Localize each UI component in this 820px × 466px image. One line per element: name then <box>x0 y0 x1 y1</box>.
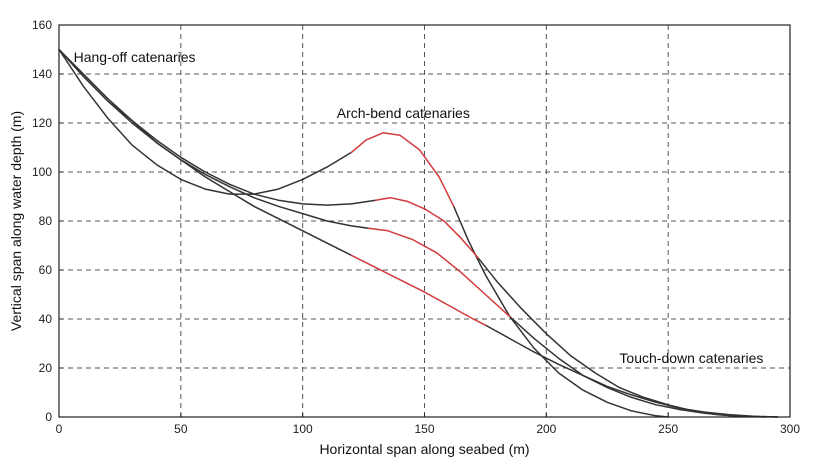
x-tick-label: 300 <box>780 422 800 436</box>
annotation-label: Arch-bend catenaries <box>337 105 470 121</box>
annotation-label: Hang-off catenaries <box>74 49 196 65</box>
y-tick-label: 60 <box>39 263 53 277</box>
x-tick-label: 200 <box>536 422 556 436</box>
grid-lines <box>59 25 790 417</box>
y-tick-label: 120 <box>32 116 52 130</box>
x-tick-label: 150 <box>414 422 434 436</box>
y-tick-labels: 0 20 40 60 80 100 120 140 160 <box>32 18 63 424</box>
hang-segment <box>58 48 353 195</box>
series-lines <box>58 48 779 418</box>
y-tick-label: 140 <box>32 67 52 81</box>
x-tick-label: 100 <box>293 422 313 436</box>
y-tick-label: 100 <box>32 165 52 179</box>
x-tick-label: 250 <box>658 422 678 436</box>
annotation-label: Touch-down catenaries <box>619 350 763 366</box>
touch-segment <box>509 315 779 418</box>
catenary-line-4 <box>58 48 779 418</box>
catenary-line-1 <box>58 48 669 418</box>
x-tick-label: 0 <box>56 422 63 436</box>
y-tick-label: 80 <box>39 214 53 228</box>
annotations: Hang-off catenaries Arch-bend catenaries T… <box>74 49 764 366</box>
arch-segment <box>367 227 511 318</box>
x-tick-label: 50 <box>174 422 188 436</box>
arch-segment <box>350 132 455 208</box>
y-tick-label: 0 <box>45 410 52 424</box>
hang-segment <box>58 48 377 206</box>
y-axis-label: Vertical span along water depth (m) <box>8 111 24 331</box>
catenary-line-3 <box>58 48 779 418</box>
x-axis-label: Horizontal span along seabed (m) <box>319 441 529 457</box>
arch-segment <box>375 196 479 259</box>
hang-segment <box>58 48 353 257</box>
touch-segment <box>452 205 669 418</box>
touch-segment <box>484 324 779 418</box>
x-tick-labels: 0 50 100 150 200 250 300 <box>56 413 800 436</box>
hang-segment <box>58 48 370 230</box>
y-tick-label: 160 <box>32 18 52 32</box>
y-tick-label: 40 <box>39 312 53 326</box>
y-tick-label: 20 <box>39 361 53 375</box>
arch-segment <box>350 254 487 326</box>
